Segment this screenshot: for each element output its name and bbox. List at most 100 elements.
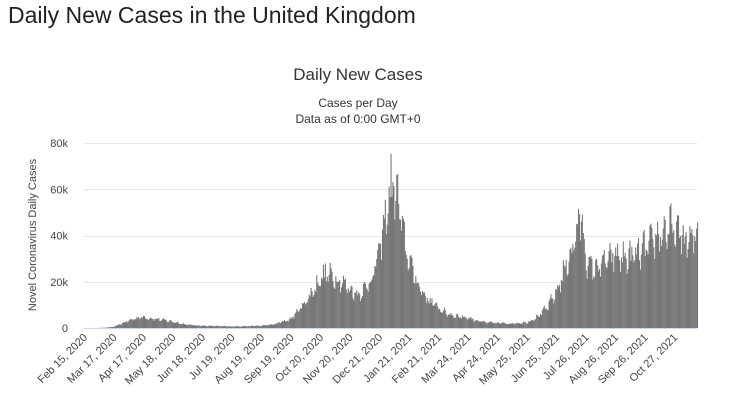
bar [230,326,232,328]
bar [172,322,174,328]
bar [590,255,592,328]
bar [105,327,107,329]
bar [237,326,239,328]
bar [664,220,666,328]
bar [558,286,560,328]
bar [542,307,544,328]
bar [292,316,294,328]
bar [213,326,215,328]
bar [303,302,305,328]
bar [324,263,326,328]
bar [440,311,442,328]
bar [330,268,332,328]
bar [316,275,318,328]
bar [191,325,193,328]
bar [390,153,392,328]
bar [152,318,154,328]
bar [594,277,596,328]
bar [363,281,365,328]
bar [384,200,386,328]
bar [444,310,446,328]
bar [581,214,583,328]
bar [134,318,136,328]
bar [678,237,681,328]
bar [617,243,619,328]
bar [228,326,230,328]
bar [122,322,124,328]
bar [549,298,551,328]
bar [387,213,389,328]
bar [600,263,602,328]
bar [256,325,258,328]
bar [301,308,303,328]
bar [621,262,623,328]
bar [378,243,380,328]
bar [362,283,364,328]
bar [445,314,447,328]
bar [103,327,106,329]
bar [196,325,198,328]
bar [314,289,316,328]
bar [263,325,265,328]
bar [347,288,349,328]
bar [119,324,121,328]
bar [296,309,298,328]
bar [200,326,202,328]
bar [121,324,123,328]
bar [282,321,285,328]
bar [259,325,261,328]
bar [275,323,277,328]
bar [271,324,273,328]
bar [612,252,614,328]
bar [633,262,635,328]
bar [331,271,333,328]
bar [245,326,247,328]
bar [473,321,475,328]
bar [310,287,312,328]
bar [578,214,581,328]
bar [575,241,577,328]
bar [547,310,549,328]
bar [432,305,434,328]
bar [598,268,601,328]
bar [148,319,150,328]
bar [499,323,502,328]
bar [396,175,398,328]
bar [183,324,186,328]
bar [689,226,691,328]
bar [509,323,511,328]
bar [265,325,267,328]
bar [342,275,345,328]
bar [591,258,593,328]
bar [156,318,158,328]
bar [401,215,404,328]
bar [448,314,450,328]
bar [504,323,506,328]
bar [409,256,411,328]
bar [639,269,641,328]
bar [260,326,262,328]
bar [190,324,192,328]
bar [349,289,351,328]
bar [507,324,509,328]
bar [499,323,501,328]
bar [652,238,654,328]
bar [536,314,538,328]
bar [421,291,424,328]
bar [110,326,112,328]
bar [490,321,492,328]
bar [182,323,185,328]
bar [127,321,129,328]
bar [675,246,677,328]
bar [216,325,218,328]
bar [184,324,186,328]
bar [651,227,653,328]
bar [397,173,399,328]
bar [622,241,624,328]
bar [214,326,216,328]
bar [529,321,531,328]
bar [452,315,454,328]
bar [602,254,604,328]
bar [320,286,322,328]
bar [160,320,162,328]
